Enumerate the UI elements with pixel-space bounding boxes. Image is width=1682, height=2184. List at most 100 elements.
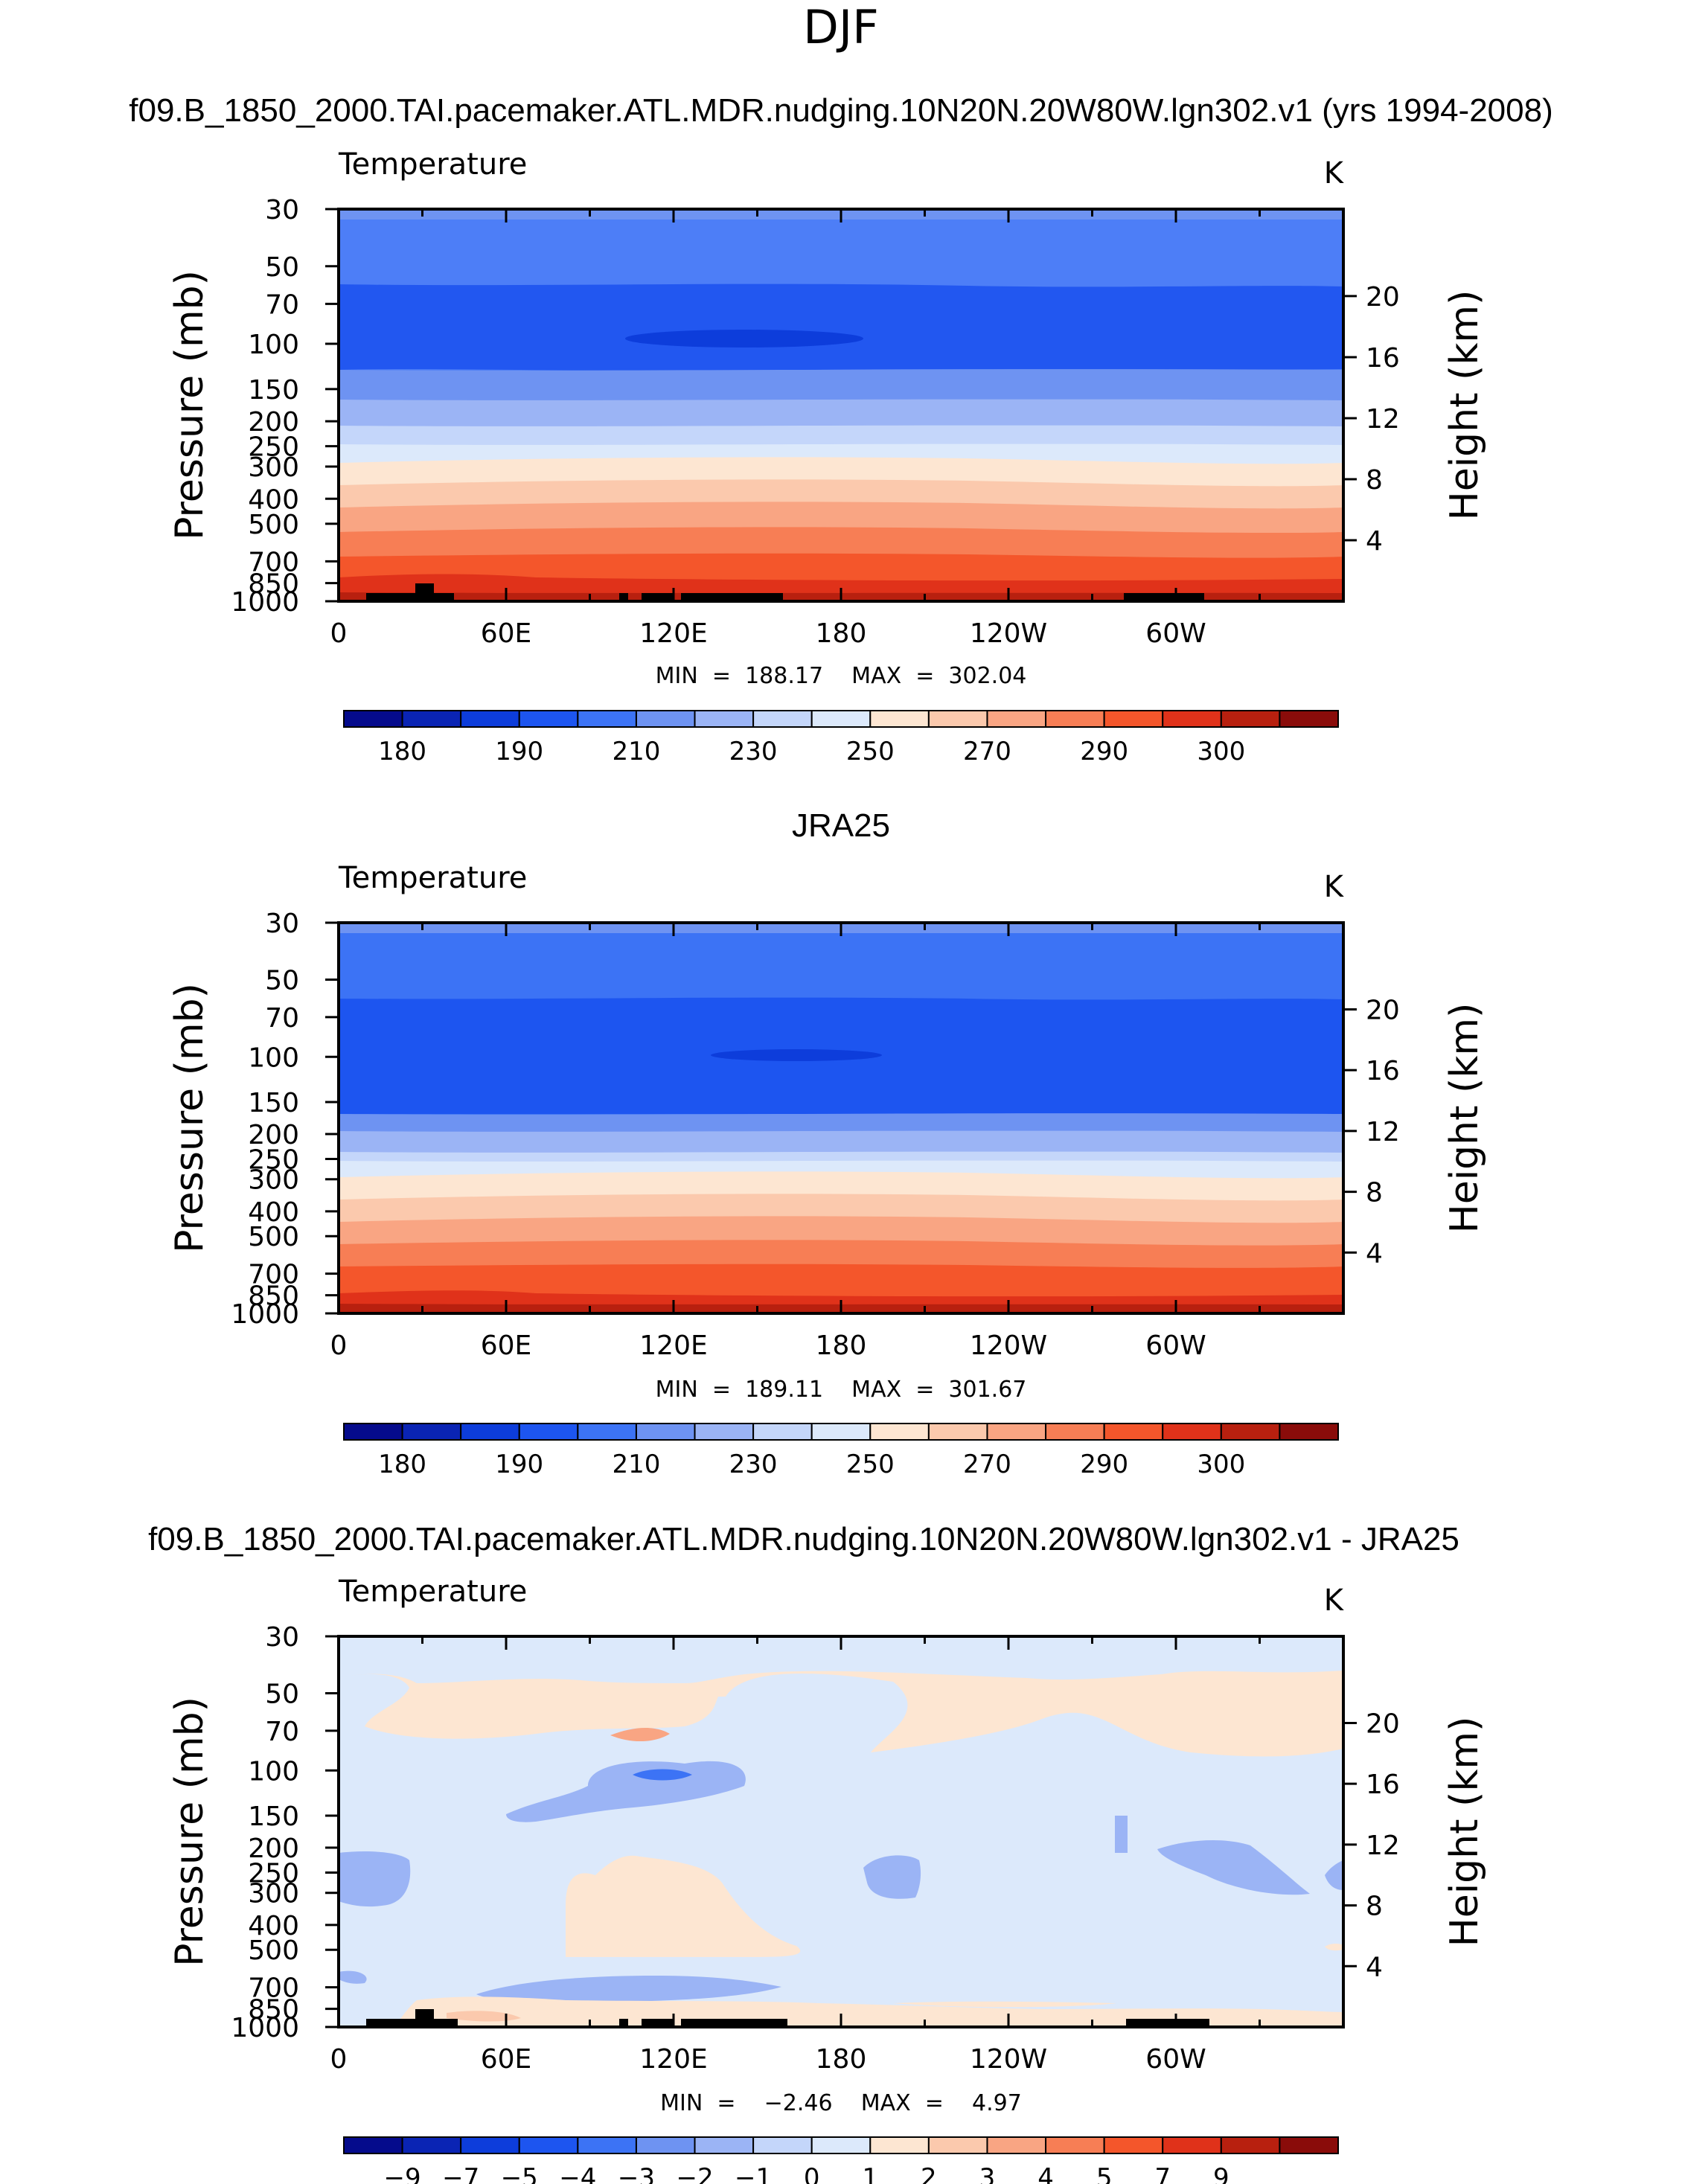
y-tick-label: 250 xyxy=(248,1858,299,1889)
y-right-tick-label: 16 xyxy=(1366,1770,1400,1800)
band-minus2-minus1 xyxy=(863,1855,921,1899)
y-axis-label: Pressure (mb) xyxy=(167,270,212,540)
units-label: K xyxy=(1324,870,1345,904)
colorbar-label: 210 xyxy=(612,1450,660,1479)
colorbar-swatch xyxy=(401,1423,462,1441)
y-right-tick-label: 12 xyxy=(1366,1117,1400,1147)
y-tick-label: 100 xyxy=(248,1756,299,1787)
colorbar-swatch xyxy=(869,2136,930,2154)
y-tick-label: 50 xyxy=(265,965,299,996)
panel-difference: f09.B_1850_2000.TAI.pacemaker.ATL.MDR.nu… xyxy=(148,1521,1487,2184)
x-tick-label: 120E xyxy=(639,618,707,649)
colorbar-swatch xyxy=(635,710,696,728)
colorbar-swatch xyxy=(752,2136,813,2154)
colorbar-swatch xyxy=(694,2136,755,2154)
colorbar-swatch xyxy=(1162,2136,1222,2154)
colorbar-swatch xyxy=(1162,710,1222,728)
y-right-tick-label: 16 xyxy=(1366,1056,1400,1086)
colorbar-label: 210 xyxy=(612,737,660,766)
y-tick-label: 300 xyxy=(248,1879,299,1909)
colorbar-swatch xyxy=(1220,2136,1281,2154)
colorbar-label: 250 xyxy=(846,737,895,766)
colorbar-swatch xyxy=(635,1423,696,1441)
y-tick-label: 500 xyxy=(248,1222,299,1252)
topography xyxy=(1124,593,1204,601)
x-tick-label: 180 xyxy=(816,1330,867,1361)
colorbar-swatch xyxy=(869,710,930,728)
colorbar-label: 270 xyxy=(963,1450,1011,1479)
x-tick-label: 60W xyxy=(1145,618,1206,649)
variable-label: Temperature xyxy=(338,147,527,182)
topography xyxy=(1126,2019,1209,2027)
colorbar-swatch xyxy=(1045,2136,1105,2154)
y-axis-label: Pressure (mb) xyxy=(167,1697,212,1967)
y-tick-label: 150 xyxy=(248,1088,299,1118)
colorbar-label: 230 xyxy=(729,1450,778,1479)
colorbar-label: −4 xyxy=(559,2163,596,2184)
y-tick-label: 70 xyxy=(265,1003,299,1034)
x-tick-label: 120E xyxy=(639,2044,707,2075)
colorbar-swatch xyxy=(986,710,1047,728)
colorbar-swatch xyxy=(1103,1423,1164,1441)
band-0-1 xyxy=(893,2001,1116,2008)
y-tick-label: 500 xyxy=(248,510,299,540)
y-tick-label: 1000 xyxy=(231,587,299,618)
colorbar-swatch xyxy=(694,710,755,728)
topography xyxy=(366,2009,458,2027)
colorbar-swatch xyxy=(1279,2136,1339,2154)
colorbar-swatch xyxy=(1103,2136,1164,2154)
colorbar-swatch xyxy=(986,1423,1047,1441)
colorbar-label: 4 xyxy=(1037,2163,1054,2184)
colorbar-swatch xyxy=(401,2136,462,2154)
y-tick-label: 200 xyxy=(248,1120,299,1150)
band-1-2 xyxy=(447,2011,521,2022)
x-tick-label: 180 xyxy=(816,618,867,649)
y-tick-label: 1000 xyxy=(231,2013,299,2043)
colorbar-swatch xyxy=(1279,710,1339,728)
x-tick-label: 60E xyxy=(481,2044,532,2075)
topography xyxy=(681,2019,787,2027)
colorbar-label: 270 xyxy=(963,737,1011,766)
band-2-3 xyxy=(610,1727,670,1742)
colorbar-swatch xyxy=(752,710,813,728)
y-tick-label: 30 xyxy=(265,195,299,225)
colorbar-swatch xyxy=(1220,710,1281,728)
colorbar-label: −2 xyxy=(676,2163,713,2184)
colorbar-swatch xyxy=(810,1423,872,1441)
band-tropopause xyxy=(339,284,1343,371)
y-tick-label: 70 xyxy=(265,289,299,320)
y-right-tick-label: 20 xyxy=(1366,995,1400,1025)
colorbar-swatch xyxy=(577,710,637,728)
x-tick-label: 60W xyxy=(1145,1330,1206,1361)
colorbar-swatch xyxy=(1045,1423,1105,1441)
colorbar-label: −5 xyxy=(501,2163,538,2184)
band-0-1 xyxy=(339,1671,1343,1757)
x-tick-label: 60E xyxy=(481,618,532,649)
y-right-tick-label: 4 xyxy=(1366,1238,1383,1269)
colorbar-label: 300 xyxy=(1197,1450,1245,1479)
y-tick-label: 50 xyxy=(265,252,299,283)
y-tick-label: 100 xyxy=(248,330,299,360)
colorbar-label: 230 xyxy=(729,737,778,766)
contour-field xyxy=(339,923,1343,1313)
y-right-tick-label: 12 xyxy=(1366,1831,1400,1861)
y-tick-label: 700 xyxy=(248,1973,299,2004)
y-tick-label: 400 xyxy=(248,1911,299,1941)
band-0-1 xyxy=(394,1996,1343,2027)
y-tick-label: 500 xyxy=(248,1935,299,1966)
min-max-stats: MIN = 189.11 MAX = 301.67 xyxy=(656,1377,1027,1403)
colorbar-label: −1 xyxy=(735,2163,772,2184)
band-minus2-minus1 xyxy=(1115,1816,1128,1853)
colorbar-label: 7 xyxy=(1154,2163,1171,2184)
colorbar-swatch xyxy=(927,1423,988,1441)
y-tick-label: 200 xyxy=(248,407,299,438)
x-tick-label: 120E xyxy=(639,1330,707,1361)
topography xyxy=(366,583,454,601)
contour-field xyxy=(339,209,1343,601)
y-tick-label: 850 xyxy=(248,569,299,600)
x-tick-label: 60E xyxy=(481,1330,532,1361)
colorbar-label: −7 xyxy=(442,2163,479,2184)
x-tick-label: 0 xyxy=(330,2044,348,2075)
colorbar-label: 3 xyxy=(979,2163,996,2184)
y-tick-label: 300 xyxy=(248,1165,299,1196)
